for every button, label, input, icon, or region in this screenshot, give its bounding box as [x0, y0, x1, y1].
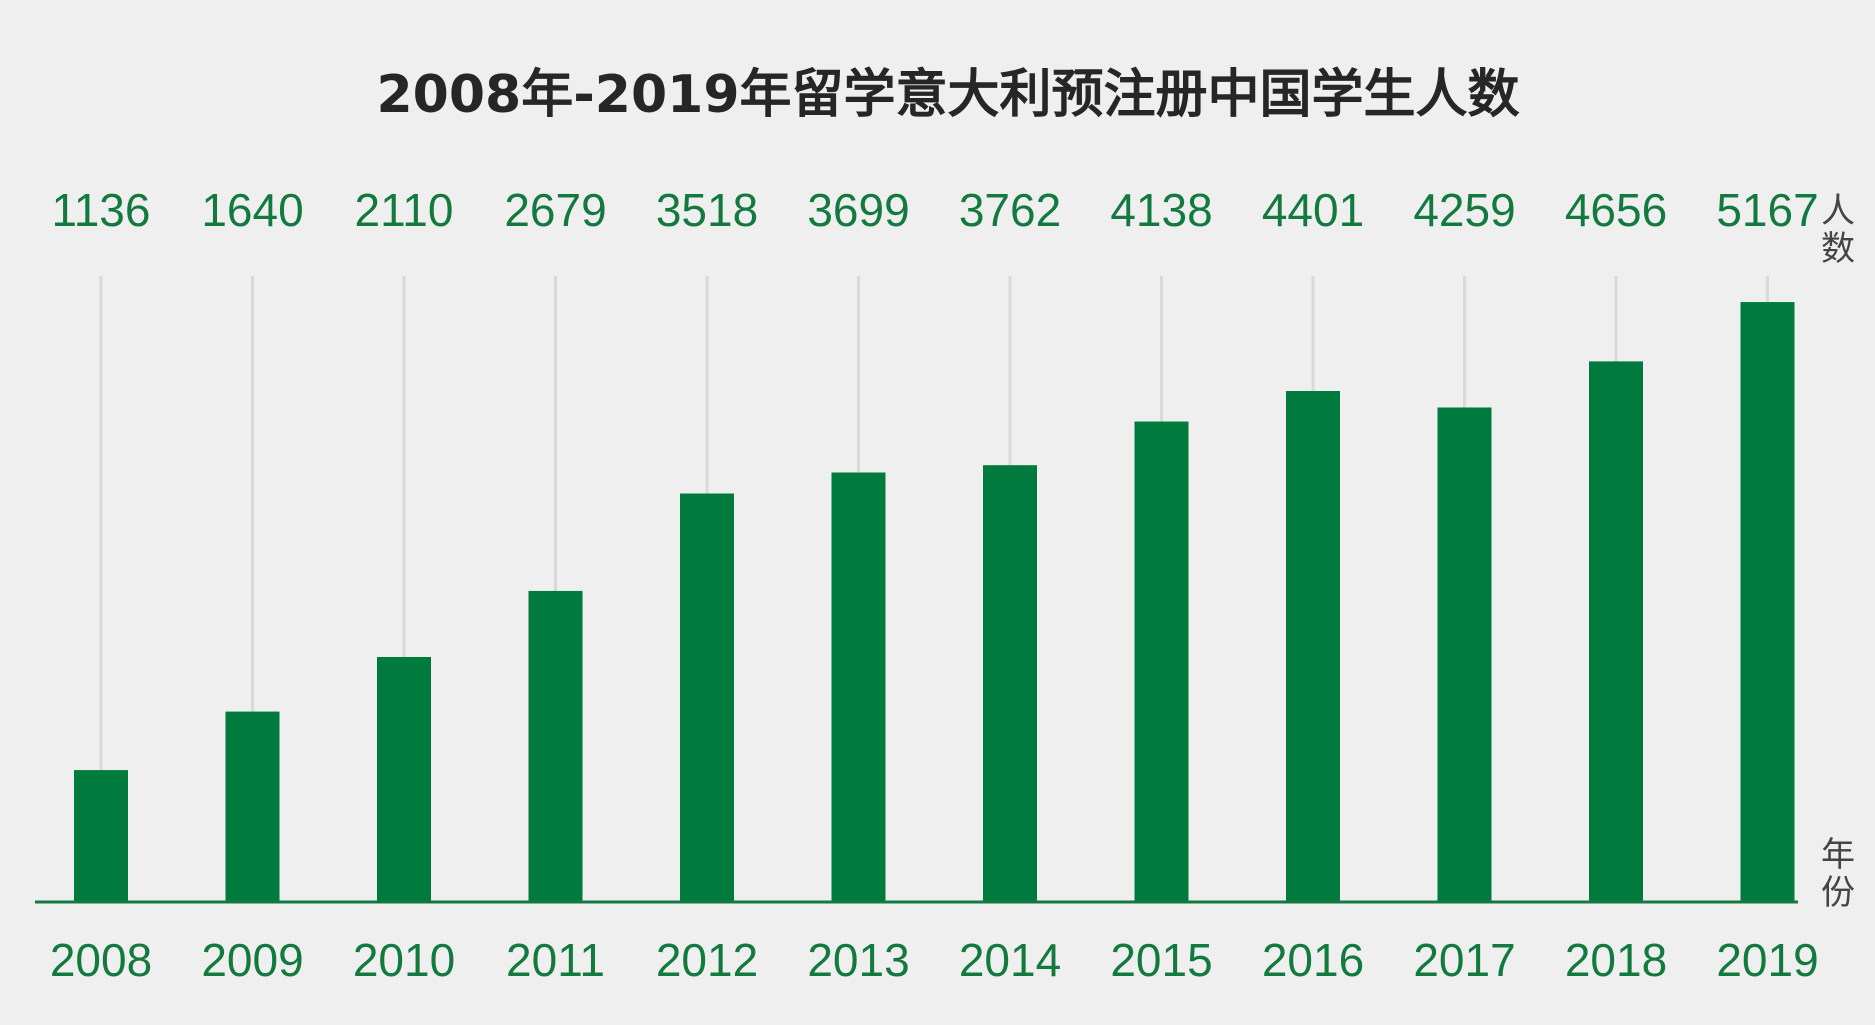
value-label-2015: 4138	[1110, 184, 1212, 236]
chart-title: 2008年-2019年留学意大利预注册中国学生人数	[376, 65, 1519, 125]
year-label-2008: 2008	[50, 934, 152, 986]
bar-2015	[1134, 421, 1189, 902]
bar-2018	[1589, 361, 1643, 902]
y-unit-label-char-2: 数	[1821, 229, 1855, 269]
bar-2009	[225, 711, 280, 902]
year-label-2019: 2019	[1716, 934, 1818, 986]
bar-2017	[1437, 407, 1492, 902]
year-label-2013: 2013	[807, 934, 909, 986]
year-labels: 2008 2009 2010 2011 2012 2013 2014 2015 2016 2017…	[50, 934, 1819, 986]
value-label-2013: 3699	[807, 184, 909, 236]
year-label-2017: 2017	[1413, 934, 1515, 986]
bars	[74, 302, 1795, 902]
x-unit-label-char-2: 份	[1821, 873, 1855, 913]
year-label-2015: 2015	[1110, 934, 1212, 986]
value-label-2014: 3762	[959, 184, 1061, 236]
value-label-2008: 1136	[52, 184, 151, 236]
guide-lines	[99, 276, 1769, 902]
bar-2016	[1286, 390, 1340, 902]
year-label-2009: 2009	[201, 934, 303, 986]
year-label-2018: 2018	[1565, 934, 1667, 986]
bar-2008	[74, 770, 128, 902]
bar-2019	[1740, 302, 1795, 902]
bar-2011	[528, 590, 583, 902]
value-label-2018: 4656	[1565, 184, 1667, 236]
value-label-2017: 4259	[1413, 184, 1515, 236]
value-labels: 1136 1640 2110 2679 3518 3699 3762 4138 4401 4259…	[52, 184, 1819, 236]
value-label-2012: 3518	[656, 184, 758, 236]
year-label-2010: 2010	[353, 934, 455, 986]
year-label-2014: 2014	[959, 934, 1061, 986]
value-label-2019: 5167	[1716, 184, 1818, 236]
value-label-2009: 1640	[201, 184, 303, 236]
x-unit-label-char-1: 年	[1821, 835, 1855, 875]
y-unit-label-char-1: 人	[1821, 191, 1855, 231]
year-label-2011: 2011	[506, 934, 605, 986]
value-label-2016: 4401	[1262, 184, 1364, 236]
year-label-2016: 2016	[1262, 934, 1364, 986]
bar-2014	[983, 465, 1037, 902]
bar-2013	[831, 472, 886, 902]
value-label-2010: 2110	[355, 184, 454, 236]
bar-2010	[377, 657, 431, 902]
bar-2012	[680, 493, 734, 902]
year-label-2012: 2012	[656, 934, 758, 986]
value-label-2011: 2679	[504, 184, 606, 236]
